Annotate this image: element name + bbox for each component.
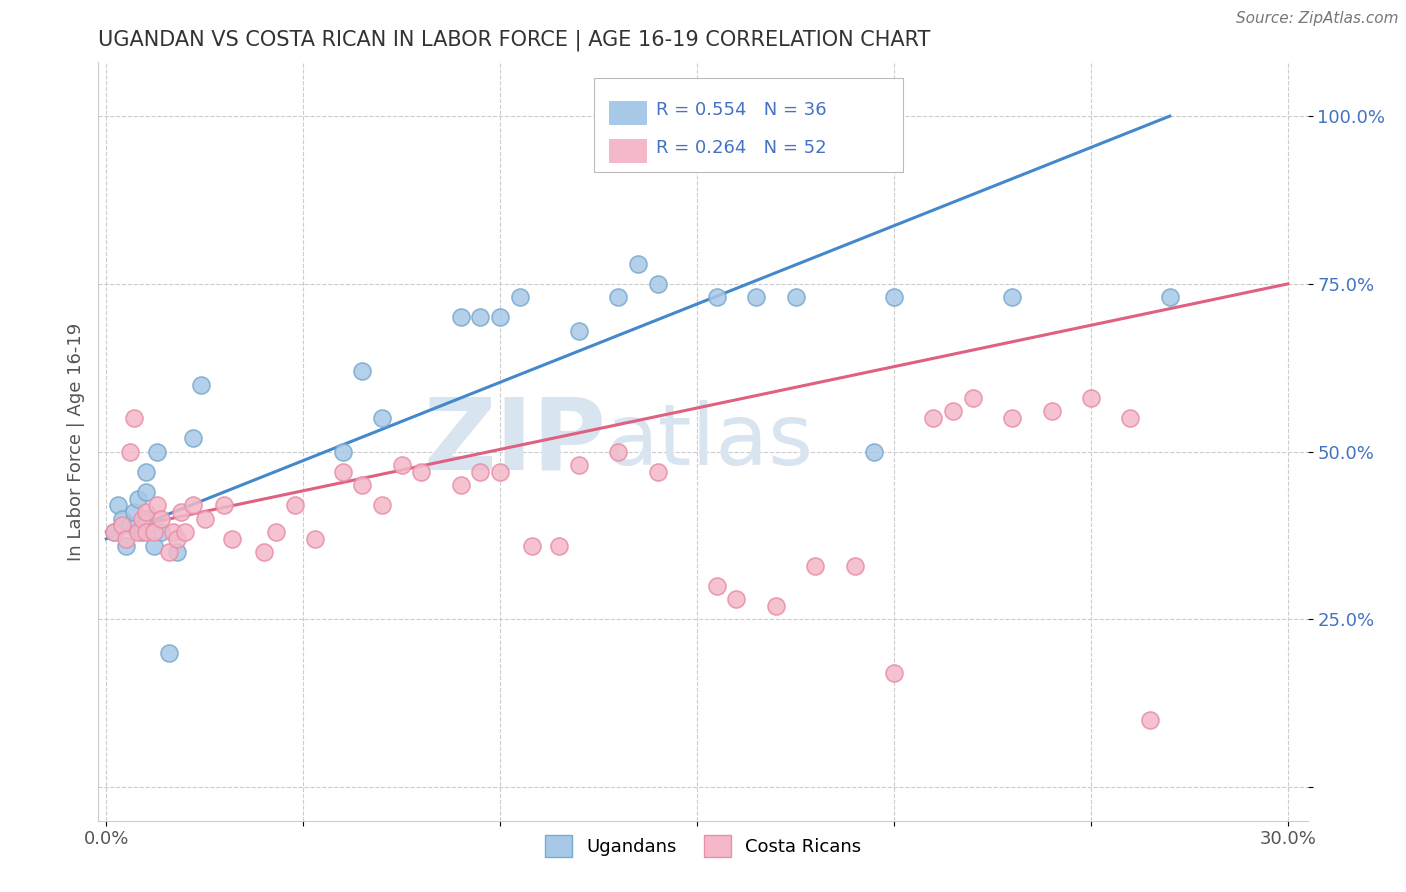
Point	[107, 498, 129, 512]
Point	[804, 558, 827, 573]
Legend: Ugandans, Costa Ricans: Ugandans, Costa Ricans	[537, 828, 869, 864]
Point	[214, 498, 236, 512]
Point	[150, 525, 173, 540]
Point	[942, 404, 965, 418]
Point	[607, 290, 630, 304]
Point	[706, 290, 728, 304]
Point	[122, 411, 145, 425]
Point	[131, 512, 153, 526]
Point	[765, 599, 787, 613]
Point	[352, 478, 374, 492]
Point	[135, 484, 157, 499]
Point	[1159, 290, 1181, 304]
Point	[489, 310, 512, 325]
Y-axis label: In Labor Force | Age 16-19: In Labor Force | Age 16-19	[66, 322, 84, 561]
Point	[1001, 411, 1024, 425]
Point	[103, 525, 125, 540]
Point	[607, 444, 630, 458]
Text: R = 0.264   N = 52: R = 0.264 N = 52	[655, 139, 827, 157]
Text: Source: ZipAtlas.com: Source: ZipAtlas.com	[1236, 11, 1399, 26]
Point	[157, 545, 180, 559]
Point	[127, 525, 149, 540]
Point	[706, 579, 728, 593]
Point	[166, 532, 188, 546]
Point	[135, 505, 157, 519]
Point	[284, 498, 307, 512]
Text: UGANDAN VS COSTA RICAN IN LABOR FORCE | AGE 16-19 CORRELATION CHART: UGANDAN VS COSTA RICAN IN LABOR FORCE | …	[98, 29, 931, 51]
Point	[352, 364, 374, 378]
Point	[411, 465, 433, 479]
Point	[627, 257, 650, 271]
Point	[115, 532, 138, 546]
FancyBboxPatch shape	[595, 78, 903, 172]
Point	[221, 532, 243, 546]
Point	[118, 518, 141, 533]
Point	[647, 277, 669, 291]
Point	[647, 465, 669, 479]
Point	[170, 505, 193, 519]
Text: atlas: atlas	[606, 400, 814, 483]
Point	[548, 539, 571, 553]
Point	[190, 377, 212, 392]
Point	[725, 592, 748, 607]
Point	[568, 324, 591, 338]
Point	[745, 290, 768, 304]
Point	[371, 411, 394, 425]
Point	[883, 666, 905, 681]
Point	[194, 512, 217, 526]
Point	[450, 478, 472, 492]
FancyBboxPatch shape	[609, 101, 647, 126]
Point	[264, 525, 287, 540]
Point	[135, 525, 157, 540]
Point	[174, 525, 197, 540]
Point	[253, 545, 276, 559]
Point	[1080, 391, 1102, 405]
Point	[785, 290, 807, 304]
Point	[181, 498, 204, 512]
Point	[115, 539, 138, 553]
Point	[332, 444, 354, 458]
Point	[332, 465, 354, 479]
Point	[111, 512, 134, 526]
Point	[157, 646, 180, 660]
Point	[470, 310, 492, 325]
Point	[844, 558, 866, 573]
Point	[135, 465, 157, 479]
Point	[131, 525, 153, 540]
Point	[962, 391, 984, 405]
Point	[166, 545, 188, 559]
Point	[162, 525, 184, 540]
Point	[391, 458, 413, 472]
FancyBboxPatch shape	[609, 139, 647, 163]
Point	[181, 431, 204, 445]
Point	[118, 444, 141, 458]
Point	[146, 444, 169, 458]
Point	[1119, 411, 1142, 425]
Point	[304, 532, 326, 546]
Point	[127, 491, 149, 506]
Point	[371, 498, 394, 512]
Point	[568, 458, 591, 472]
Point	[146, 498, 169, 512]
Point	[489, 465, 512, 479]
Point	[111, 518, 134, 533]
Point	[135, 512, 157, 526]
Point	[122, 505, 145, 519]
Point	[450, 310, 472, 325]
Point	[863, 444, 886, 458]
Point	[1139, 713, 1161, 727]
Point	[520, 539, 543, 553]
Point	[142, 539, 165, 553]
Point	[509, 290, 531, 304]
Point	[150, 512, 173, 526]
Point	[142, 525, 165, 540]
Text: R = 0.554   N = 36: R = 0.554 N = 36	[655, 101, 827, 120]
Point	[1001, 290, 1024, 304]
Point	[883, 290, 905, 304]
Point	[470, 465, 492, 479]
Text: ZIP: ZIP	[423, 393, 606, 490]
Point	[103, 525, 125, 540]
Point	[1040, 404, 1063, 418]
Point	[922, 411, 945, 425]
